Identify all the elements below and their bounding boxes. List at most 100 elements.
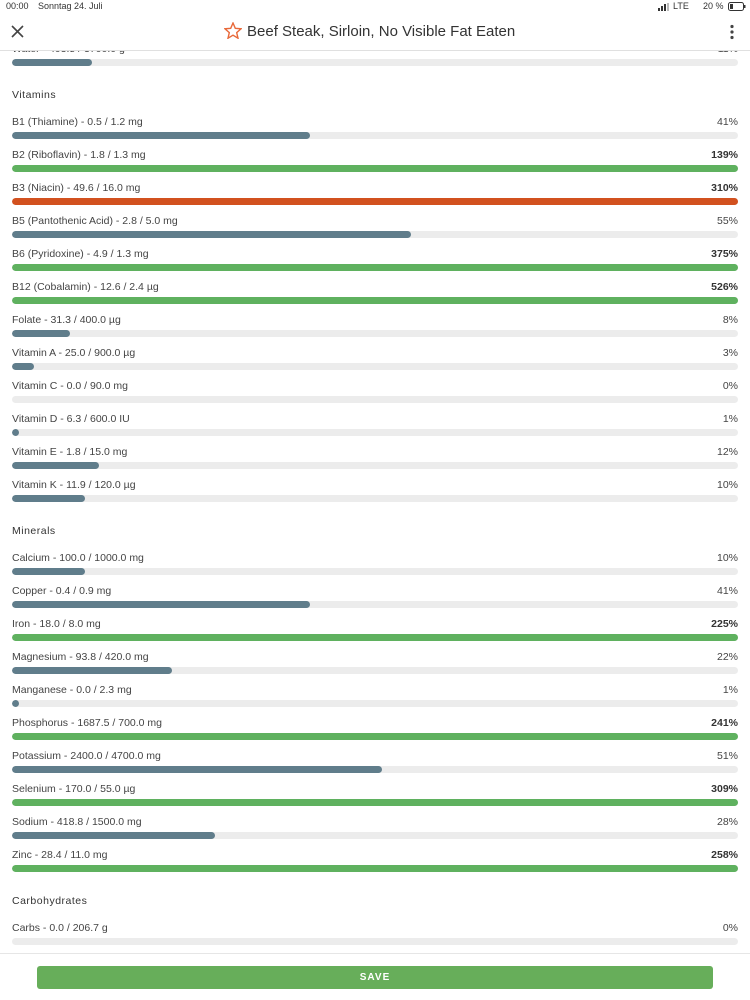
progress-bar bbox=[12, 766, 383, 773]
progress-bar bbox=[12, 231, 412, 238]
progress-track bbox=[12, 429, 738, 436]
nutrient-label: B1 (Thiamine) - 0.5 / 1.2 mg bbox=[12, 116, 143, 128]
progress-bar bbox=[12, 733, 738, 740]
status-time: 00:00 bbox=[6, 1, 29, 11]
nutrient-label: Copper - 0.4 / 0.9 mg bbox=[12, 585, 112, 597]
progress-track bbox=[12, 330, 738, 337]
nutrient-percent: 139% bbox=[711, 149, 738, 161]
nutrient-percent: 3% bbox=[722, 347, 738, 359]
nutrient-percent: 1% bbox=[722, 684, 738, 696]
progress-track bbox=[12, 462, 738, 469]
progress-bar bbox=[12, 429, 20, 436]
battery-icon bbox=[728, 2, 746, 11]
progress-track bbox=[12, 766, 738, 773]
nutrient-percent: 0% bbox=[722, 922, 738, 934]
progress-bar bbox=[12, 634, 738, 641]
progress-track bbox=[12, 733, 738, 740]
progress-track bbox=[12, 667, 738, 674]
app-header: 00:00 Sonntag 24. Juli LTE 20 % Beef Ste… bbox=[0, 0, 750, 51]
nutrient-label: Vitamin K - 11.9 / 120.0 µg bbox=[12, 479, 136, 491]
progress-bar bbox=[12, 297, 738, 304]
save-button[interactable]: SAVE bbox=[37, 966, 713, 989]
progress-track bbox=[12, 568, 738, 575]
nutrient-label: B5 (Pantothenic Acid) - 2.8 / 5.0 mg bbox=[12, 215, 178, 227]
section-title: Minerals bbox=[12, 525, 56, 537]
nutrient-label: B2 (Riboflavin) - 1.8 / 1.3 mg bbox=[12, 149, 146, 161]
nutrient-percent: 309% bbox=[711, 783, 738, 795]
progress-track bbox=[12, 165, 738, 172]
progress-bar bbox=[12, 165, 738, 172]
progress-track bbox=[12, 700, 738, 707]
progress-track bbox=[12, 297, 738, 304]
nutrient-label: Manganese - 0.0 / 2.3 mg bbox=[12, 684, 132, 696]
progress-bar bbox=[12, 495, 85, 502]
progress-bar bbox=[12, 132, 310, 139]
nutrient-percent: 241% bbox=[711, 717, 738, 729]
status-network: LTE bbox=[673, 1, 689, 11]
nutrient-percent: 28% bbox=[716, 816, 738, 828]
status-battery: 20 % bbox=[703, 1, 724, 11]
progress-track bbox=[12, 59, 738, 66]
nutrient-label: B3 (Niacin) - 49.6 / 16.0 mg bbox=[12, 182, 141, 194]
nutrient-label: Vitamin E - 1.8 / 15.0 mg bbox=[12, 446, 128, 458]
progress-bar bbox=[12, 667, 172, 674]
progress-track bbox=[12, 198, 738, 205]
section-title: Carbohydrates bbox=[12, 895, 88, 907]
nutrient-label: Selenium - 170.0 / 55.0 µg bbox=[12, 783, 136, 795]
progress-bar bbox=[12, 198, 738, 205]
nutrient-percent: 41% bbox=[716, 585, 738, 597]
progress-bar bbox=[12, 601, 310, 608]
nutrient-label: B12 (Cobalamin) - 12.6 / 2.4 µg bbox=[12, 281, 159, 293]
progress-bar bbox=[12, 59, 92, 66]
nutrient-label: Phosphorus - 1687.5 / 700.0 mg bbox=[12, 717, 163, 729]
page-title: Beef Steak, Sirloin, No Visible Fat Eate… bbox=[247, 23, 516, 40]
nutrient-label: Vitamin A - 25.0 / 900.0 µg bbox=[12, 347, 136, 359]
nutrient-label: Sodium - 418.8 / 1500.0 mg bbox=[12, 816, 142, 828]
nutrient-percent: 10% bbox=[716, 552, 738, 564]
progress-bar bbox=[12, 363, 34, 370]
signal-icon bbox=[658, 3, 669, 11]
nutrient-percent: 51% bbox=[716, 750, 738, 762]
progress-track bbox=[12, 832, 738, 839]
progress-track bbox=[12, 264, 738, 271]
nutrient-percent: 0% bbox=[722, 380, 738, 392]
nutrient-percent: 1% bbox=[722, 413, 738, 425]
nutrient-label: Vitamin C - 0.0 / 90.0 mg bbox=[12, 380, 128, 392]
nutrient-percent: 225% bbox=[711, 618, 738, 630]
progress-bar bbox=[12, 799, 738, 806]
progress-track bbox=[12, 363, 738, 370]
progress-bar bbox=[12, 832, 216, 839]
nutrient-percent: 258% bbox=[711, 849, 738, 861]
progress-bar bbox=[12, 330, 71, 337]
nutrient-label: Iron - 18.0 / 8.0 mg bbox=[12, 618, 101, 630]
progress-track bbox=[12, 865, 738, 872]
progress-track bbox=[12, 495, 738, 502]
progress-track bbox=[12, 132, 738, 139]
section-title: Vitamins bbox=[12, 89, 57, 101]
favorite-star[interactable] bbox=[224, 22, 242, 39]
progress-track bbox=[12, 396, 738, 403]
progress-bar bbox=[12, 700, 20, 707]
nutrient-percent: 22% bbox=[716, 651, 738, 663]
nutrient-percent: 310% bbox=[711, 182, 738, 194]
nutrient-percent: 375% bbox=[711, 248, 738, 260]
nutrient-label: B6 (Pyridoxine) - 4.9 / 1.3 mg bbox=[12, 248, 149, 260]
nutrient-percent: 41% bbox=[716, 116, 738, 128]
nutrient-percent: 8% bbox=[722, 314, 738, 326]
progress-bar bbox=[12, 462, 100, 469]
footer: SAVE bbox=[0, 953, 750, 1000]
progress-bar bbox=[12, 865, 738, 872]
menu-button[interactable] bbox=[729, 24, 735, 40]
progress-track bbox=[12, 231, 738, 238]
nutrient-percent: 55% bbox=[716, 215, 738, 227]
progress-track bbox=[12, 634, 738, 641]
nutrient-percent: 526% bbox=[711, 281, 738, 293]
close-button[interactable] bbox=[11, 25, 24, 38]
nutrient-label: Carbs - 0.0 / 206.7 g bbox=[12, 922, 108, 934]
nutrient-percent: 12% bbox=[716, 446, 738, 458]
progress-bar bbox=[12, 264, 738, 271]
progress-track bbox=[12, 938, 738, 945]
nutrient-label: Vitamin D - 6.3 / 600.0 IU bbox=[12, 413, 130, 425]
